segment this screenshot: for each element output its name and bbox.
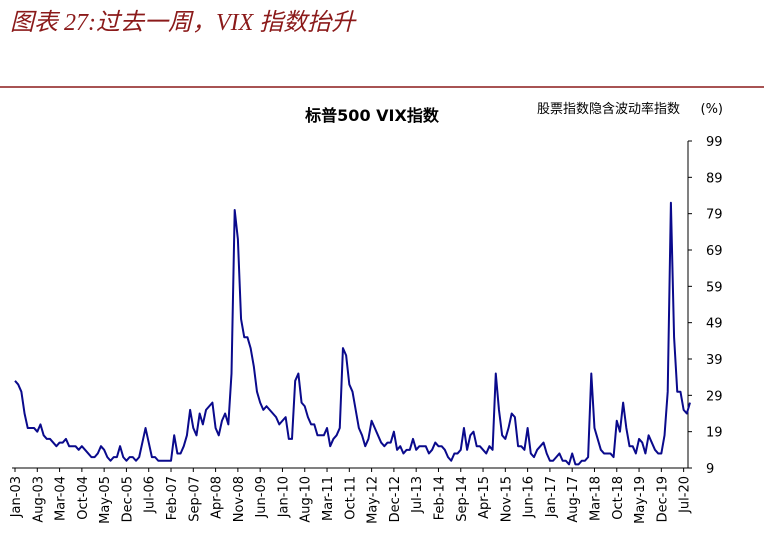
x-tick-label: Apr-08	[210, 476, 225, 519]
x-tick-label: Jul-13	[410, 476, 425, 514]
y-tick-label: 29	[706, 389, 723, 404]
x-tick-label: Apr-15	[477, 476, 492, 519]
x-tick-label: May-19	[633, 476, 648, 524]
x-tick-label: Nov-15	[499, 476, 514, 522]
x-tick-label: Dec-19	[655, 476, 670, 522]
y-tick-label: 79	[706, 208, 723, 223]
chart-title: 标普500 VIX指数	[304, 106, 440, 125]
legend-label: 股票指数隐含波动率指数	[537, 101, 680, 117]
x-tick-label: Jul-20	[678, 476, 693, 514]
y-tick-label: 99	[706, 135, 723, 150]
y-tick-label: 39	[706, 353, 723, 368]
x-tick-label: Oct-18	[611, 476, 626, 520]
x-tick-label: Mar-18	[588, 476, 603, 521]
y-tick-label: 9	[706, 462, 714, 477]
x-tick-label: Mar-04	[54, 476, 69, 521]
x-tick-label: Jan-10	[276, 476, 291, 518]
x-tick-label: Nov-08	[232, 476, 247, 522]
x-tick-label: Aug-17	[566, 476, 581, 523]
x-tick-label: Aug-10	[299, 476, 314, 523]
y-tick-label: 89	[706, 171, 723, 186]
x-tick-label: Jul-06	[143, 476, 158, 514]
vix-line	[14, 201, 691, 466]
x-tick-label: Feb-14	[432, 476, 447, 520]
x-tick-label: Oct-04	[76, 476, 91, 520]
x-tick-label: Jun-09	[254, 476, 269, 519]
x-tick-label: May-12	[366, 476, 381, 524]
header-title: 图表 27:过去一周，VIX 指数抬升	[10, 9, 357, 36]
x-tick-label: Aug-03	[31, 476, 46, 523]
x-tick-label: Dec-12	[388, 476, 403, 522]
x-tick-label: Oct-11	[343, 476, 358, 520]
y-tick-label: 49	[706, 317, 723, 332]
y-tick-label: 19	[706, 426, 723, 441]
x-tick-label: Sep-14	[455, 476, 470, 522]
x-tick-label: Dec-05	[120, 476, 135, 522]
y-tick-label: 69	[706, 244, 723, 259]
y-tick-label: 59	[706, 280, 723, 295]
x-tick-label: Sep-07	[187, 476, 202, 522]
x-tick-label: Jun-16	[522, 476, 537, 519]
x-tick-label: May-05	[98, 476, 113, 524]
y-unit: (%)	[701, 102, 724, 117]
x-tick-label: Jan-03	[9, 476, 24, 518]
x-tick-label: Feb-07	[165, 476, 180, 520]
x-tick-label: Mar-11	[321, 476, 336, 521]
x-tick-label: Jan-17	[544, 476, 559, 518]
